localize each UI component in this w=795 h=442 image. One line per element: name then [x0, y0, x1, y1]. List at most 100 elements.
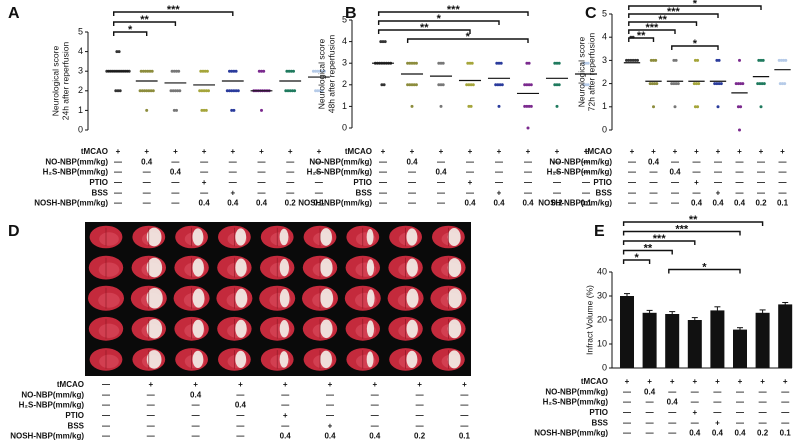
- infarct: [447, 228, 461, 246]
- table-cell: —: [495, 178, 503, 187]
- infarct: [366, 351, 374, 368]
- data-point: [439, 83, 443, 87]
- data-point: [177, 69, 181, 73]
- data-point: [676, 82, 680, 86]
- significance-label: **: [644, 242, 653, 254]
- infarct: [367, 289, 375, 308]
- table-cell: —: [582, 178, 590, 187]
- data-point: [151, 89, 155, 93]
- table-cell: —: [236, 411, 244, 420]
- table-cell: —: [258, 188, 266, 197]
- table-cell: —: [192, 401, 200, 410]
- data-point: [230, 69, 234, 73]
- data-point: [285, 69, 289, 73]
- table-cell: —: [582, 168, 590, 177]
- significance-bracket: [112, 21, 177, 26]
- data-point: [116, 89, 120, 93]
- data-point: [169, 89, 173, 93]
- table-cell: —: [114, 168, 122, 177]
- data-point: [697, 82, 701, 86]
- table-cell: —: [736, 387, 744, 396]
- table-cell: —: [524, 168, 532, 177]
- data-point: [406, 83, 410, 87]
- data-point: [178, 89, 182, 93]
- table-row-label: NOSH-NBP(mm/kg): [534, 429, 608, 438]
- table-row-label: NO-NBP(mm/kg): [549, 157, 612, 166]
- table-cell: —: [757, 157, 765, 166]
- infarct: [320, 350, 332, 369]
- data-point: [322, 69, 326, 73]
- table-cell: +: [584, 147, 589, 156]
- table-cell: +: [497, 147, 502, 156]
- table-cell: —: [691, 418, 699, 427]
- data-point: [318, 89, 322, 93]
- table-cell: —: [286, 178, 294, 187]
- data-point: [696, 58, 700, 62]
- data-point: [654, 58, 658, 62]
- table-cell: —: [102, 421, 110, 430]
- table-cell: —: [371, 390, 379, 399]
- data-point: [236, 89, 240, 93]
- data-point: [467, 83, 471, 87]
- slice-shade: [98, 292, 120, 308]
- brain-slices: [88, 225, 467, 371]
- table-cell: 0.4: [435, 168, 447, 177]
- table-cell: —: [646, 418, 654, 427]
- data-point: [672, 58, 676, 62]
- table-row-label: PTIO: [65, 411, 84, 420]
- data-point: [145, 108, 149, 112]
- data-point: [652, 105, 655, 109]
- table-cell: 0.4: [170, 168, 182, 177]
- significance-bracket: [671, 45, 719, 50]
- data-point: [203, 69, 207, 73]
- table-cell: +: [716, 188, 721, 197]
- data-point: [414, 83, 418, 87]
- data-point: [719, 82, 723, 86]
- infarct: [146, 287, 163, 309]
- table-cell: —: [416, 401, 424, 410]
- table-cell: —: [192, 421, 200, 430]
- table-cell: —: [171, 188, 179, 197]
- table-cell: +: [283, 380, 288, 389]
- table-cell: —: [326, 401, 334, 410]
- y-tick-label: 40: [597, 266, 607, 276]
- table-cell: —: [524, 188, 532, 197]
- data-point: [470, 61, 474, 65]
- table-cell: 0.4: [190, 390, 202, 399]
- data-point: [631, 58, 635, 62]
- data-point: [653, 82, 657, 86]
- significance-label: *: [693, 38, 698, 50]
- data-point: [529, 104, 533, 108]
- table-cell: 0.4: [369, 432, 381, 441]
- infarct: [366, 320, 375, 338]
- table-row-label: PTIO: [593, 178, 612, 187]
- data-point: [199, 69, 203, 73]
- infarct: [447, 319, 462, 339]
- data-point: [201, 69, 205, 73]
- data-point: [713, 82, 717, 86]
- y-tick-label: 2: [342, 79, 347, 89]
- table-cell: —: [736, 178, 744, 187]
- data-point: [498, 83, 502, 87]
- table-row-label: NOSH-NBP(mm/kg): [34, 199, 108, 208]
- significance-bracket: [668, 268, 741, 274]
- significance-label: ***: [645, 22, 659, 34]
- table-cell: —: [553, 157, 561, 166]
- data-point: [633, 58, 637, 62]
- table-cell: —: [408, 178, 416, 187]
- data-point: [141, 69, 145, 73]
- table-cell: —: [553, 168, 561, 177]
- data-point: [228, 89, 231, 93]
- data-point: [117, 50, 121, 54]
- significance-label: *: [693, 0, 698, 10]
- table-cell: —: [582, 188, 590, 197]
- table-cell: +: [230, 188, 235, 197]
- significance-label: ***: [167, 4, 181, 16]
- infarct: [146, 257, 163, 278]
- table-cell: 0.2: [414, 432, 426, 441]
- data-point: [202, 108, 206, 112]
- data-point: [523, 83, 527, 87]
- data-point: [466, 61, 470, 65]
- table-cell: +: [783, 377, 788, 386]
- data-point: [717, 82, 721, 86]
